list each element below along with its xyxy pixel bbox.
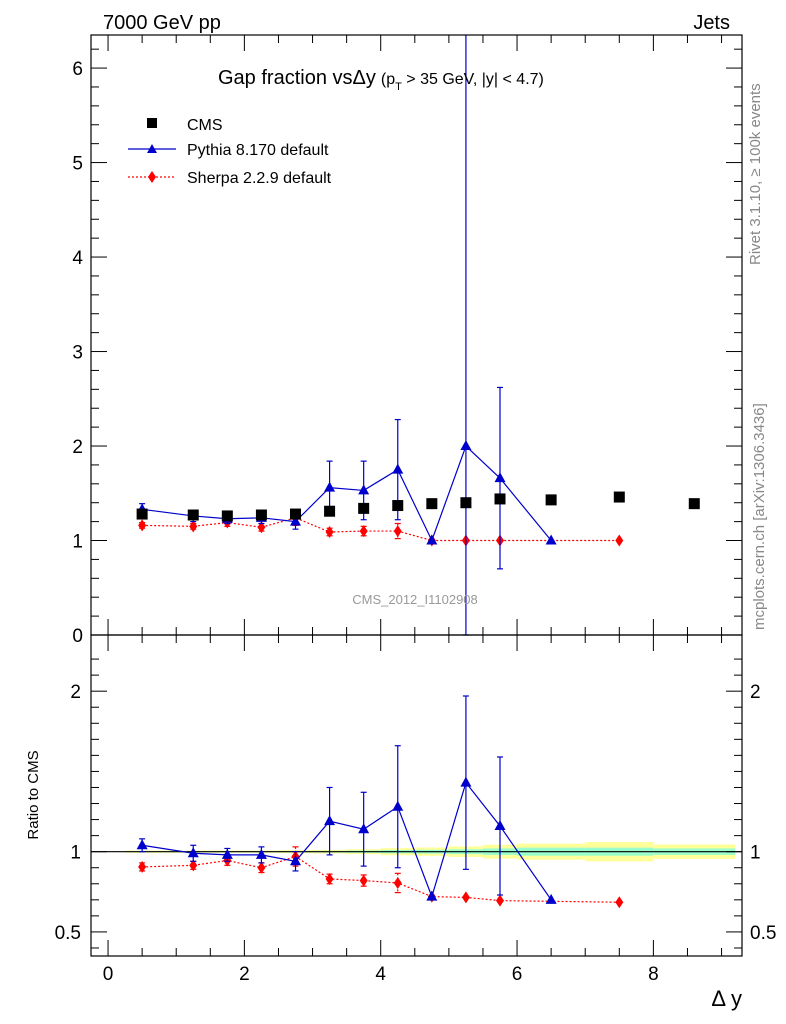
main-ytick-label: 0 — [72, 626, 83, 647]
ratio-sherpa-point — [257, 861, 266, 874]
x-tick-label: 2 — [239, 964, 250, 985]
legend-label-pythia: Pythia 8.170 default — [187, 142, 329, 159]
ratio-pythia-line — [142, 781, 552, 901]
ratio-pythia-point — [460, 776, 472, 787]
ratio-sherpa-point — [461, 891, 470, 904]
main-pythia-point — [545, 534, 557, 545]
ratio-pythia-point — [392, 800, 404, 811]
main-sherpa-point — [393, 525, 402, 538]
main-ytick-label: 5 — [72, 154, 83, 175]
ratio-ytick-label-right: 2 — [750, 682, 761, 703]
x-tick-label: 4 — [375, 964, 386, 985]
legend: CMS Pythia 8.170 default Sherpa 2.2.9 de… — [128, 117, 332, 187]
x-axis-title: Δ y — [711, 986, 742, 1011]
ratio-sherpa-point — [138, 860, 147, 873]
ratio-ytick-label-right: 0.5 — [750, 923, 776, 944]
legend-label-sherpa: Sherpa 2.2.9 default — [187, 170, 332, 187]
ratio-ytick-label-left: 2 — [70, 682, 81, 703]
main-cms-point — [494, 493, 506, 505]
main-cms-point — [358, 502, 370, 514]
ratio-sherpa-point — [325, 872, 334, 885]
main-sherpa-point — [359, 525, 368, 538]
main-pythia-point — [324, 481, 336, 492]
ratio-ylabel: Ratio to CMS — [25, 750, 42, 839]
main-cms-point — [545, 494, 557, 506]
plot-title: Gap fraction vsΔy (pT > 35 GeV, |y| < 4.7… — [218, 67, 544, 93]
ratio-ytick-label-left: 1 — [70, 843, 81, 864]
watermark: CMS_2012_I1102908 — [352, 592, 478, 607]
header-right: Jets — [693, 12, 730, 34]
legend-marker-pythia — [147, 144, 157, 153]
main-sherpa-point — [138, 519, 147, 532]
main-cms-point — [221, 510, 233, 522]
main-cms-point — [187, 509, 199, 521]
main-sherpa-point — [257, 521, 266, 534]
main-ytick-label: 6 — [72, 59, 83, 80]
main-cms-point — [460, 497, 472, 509]
main-cms-point — [255, 509, 267, 521]
ratio-pythia-point — [324, 815, 336, 826]
main-cms-point — [392, 500, 404, 512]
main-ytick-label: 2 — [72, 437, 83, 458]
title-sub: T — [395, 81, 402, 93]
mcplots-label: mcplots.cern.ch [arXiv:1306.3436] — [751, 403, 768, 630]
ratio-sherpa-point — [359, 874, 368, 887]
main-ytick-label: 1 — [72, 532, 83, 553]
ratio-pythia-point — [290, 855, 302, 866]
title-rest: > 35 GeV, |y| < 4.7) — [402, 71, 544, 88]
legend-marker-sherpa — [148, 171, 156, 183]
ratio-sherpa-point — [189, 859, 198, 872]
main-sherpa-point — [189, 520, 198, 533]
main-panel: 0 1 2 3 4 5 6 — [72, 34, 743, 647]
ratio-pythia-point — [358, 823, 370, 834]
main-cms-point — [324, 505, 336, 517]
ratio-ytick-label-left: 0.5 — [55, 923, 81, 944]
main-pythia-point — [494, 472, 506, 483]
ratio-pythia-point — [494, 819, 506, 830]
main-pythia-point — [358, 484, 370, 495]
main-sherpa-point — [615, 534, 624, 547]
main-pythia-point — [426, 534, 438, 545]
ratio-sherpa-point — [496, 894, 505, 907]
x-tick-label: 0 — [103, 964, 114, 985]
title-main: Gap fraction vsΔy — [218, 67, 376, 89]
main-pythia-point — [460, 440, 472, 451]
ratio-frame — [90, 634, 743, 957]
header-left: 7000 GeV pp — [103, 12, 221, 34]
x-tick-label: 6 — [512, 964, 523, 985]
main-cms-point — [613, 491, 625, 503]
main-pythia-point — [290, 515, 302, 526]
main-cms-point — [426, 498, 438, 510]
ratio-pythia-point — [136, 839, 148, 850]
ratio-sherpa-line — [142, 855, 620, 903]
main-pythia-point — [392, 463, 404, 474]
main-ytick-label: 4 — [72, 248, 83, 269]
ratio-sherpa-point — [615, 896, 624, 909]
ratio-pythia-point — [187, 847, 199, 858]
ratio-panel: 0 2 4 6 8 0.5 0.5 1 1 2 2 — [55, 634, 776, 985]
main-sherpa-point — [325, 526, 334, 539]
legend-label-cms: CMS — [187, 117, 223, 134]
main-cms-point — [290, 508, 302, 520]
ratio-pythia-point — [545, 893, 557, 904]
ratio-ytick-label-right: 1 — [750, 843, 761, 864]
ratio-pythia-point — [426, 890, 438, 901]
x-tick-label: 8 — [648, 964, 659, 985]
main-cms-point — [688, 498, 700, 510]
main-sherpa-line — [142, 517, 620, 542]
ratio-pythia-point — [221, 848, 233, 859]
main-ytick-label: 3 — [72, 343, 83, 364]
ratio-pythia-point — [255, 848, 267, 859]
main-pythia-line — [142, 444, 552, 543]
ratio-sherpa-point — [393, 876, 402, 889]
main-cms-point — [136, 508, 148, 520]
title-cut: (p — [381, 71, 395, 88]
rivet-label: Rivet 3.1.10, ≥ 100k events — [747, 83, 764, 265]
legend-marker-cms — [147, 118, 157, 128]
